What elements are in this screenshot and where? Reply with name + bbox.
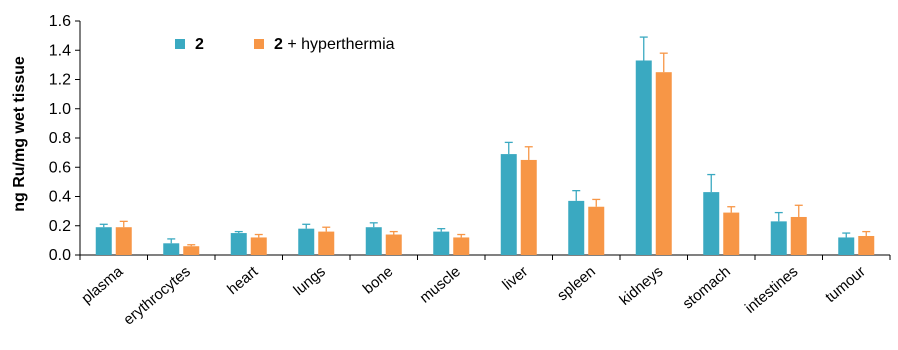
bar-erythrocytes-series-1	[163, 243, 180, 255]
x-tick-label-liver: liver	[499, 263, 531, 294]
x-tick-label-kidneys: kidneys	[616, 263, 666, 309]
x-tick-label-tumour: tumour	[822, 263, 869, 306]
x-tick-label-erythrocytes: erythrocytes	[120, 263, 194, 329]
legend-label-series-2: 2 + hyperthermia	[274, 36, 395, 53]
bar-plasma-series-2	[115, 227, 132, 255]
x-tick-label-bone: bone	[360, 263, 396, 297]
bar-tumour-series-1	[838, 237, 855, 255]
x-tick-label-lungs: lungs	[290, 263, 328, 299]
y-tick-label: 0.2	[49, 218, 71, 235]
y-axis-title-group: ng Ru/mg wet tissue	[11, 56, 28, 212]
x-tick-label-spleen: spleen	[554, 263, 599, 304]
legend-label-series-1: 2	[195, 36, 204, 53]
bar-tumour-series-2	[858, 235, 875, 255]
bar-kidneys-series-2	[655, 72, 672, 255]
y-tick-label: 1.6	[49, 13, 71, 30]
bars	[95, 60, 875, 255]
y-tick-label: 0.4	[49, 189, 71, 206]
y-tick-label: 1.4	[49, 42, 71, 59]
y-tick-label: 0.0	[49, 247, 71, 264]
y-tick-label: 1.0	[49, 101, 71, 118]
bar-heart-series-2	[250, 237, 267, 255]
bar-heart-series-1	[230, 233, 247, 255]
bar-intestines-series-2	[790, 216, 807, 255]
bar-lungs-series-2	[318, 231, 335, 255]
error-bars	[99, 36, 871, 247]
legend-swatch-series-2	[254, 39, 264, 49]
y-tick-label: 0.6	[49, 159, 71, 176]
bar-erythrocytes-series-2	[183, 246, 200, 255]
bar-liver-series-2	[520, 159, 537, 255]
bar-plasma-series-1	[95, 227, 112, 255]
y-ticks: 0.0 0.2 0.4 0.6 0.8 1.0 1.2 1.4 1.6	[49, 13, 80, 264]
bar-liver-series-1	[500, 154, 517, 255]
y-axis-title: ng Ru/mg wet tissue	[11, 56, 28, 212]
bar-intestines-series-1	[770, 221, 787, 255]
legend: 2 2 + hyperthermia	[175, 36, 395, 53]
bar-muscle-series-2	[453, 237, 470, 255]
x-tick-label-intestines: intestines	[742, 263, 801, 317]
bar-stomach-series-2	[723, 212, 740, 255]
bar-lungs-series-1	[298, 228, 315, 255]
bar-spleen-series-1	[568, 200, 585, 255]
axes	[79, 21, 891, 260]
x-tick-label-muscle: muscle	[416, 263, 463, 307]
x-tick-label-plasma: plasma	[78, 263, 126, 308]
bar-spleen-series-2	[588, 206, 605, 255]
bar-bone-series-1	[365, 227, 382, 255]
bar-muscle-series-1	[433, 231, 450, 255]
legend-swatch-series-1	[175, 39, 185, 49]
bar-kidneys-series-1	[635, 60, 652, 255]
y-tick-label: 0.8	[49, 130, 71, 147]
x-tick-label-heart: heart	[224, 263, 262, 299]
x-tick-label-stomach: stomach	[679, 263, 733, 312]
bar-bone-series-2	[385, 234, 402, 255]
y-tick-label: 1.2	[49, 72, 71, 89]
bar-stomach-series-1	[703, 192, 720, 255]
